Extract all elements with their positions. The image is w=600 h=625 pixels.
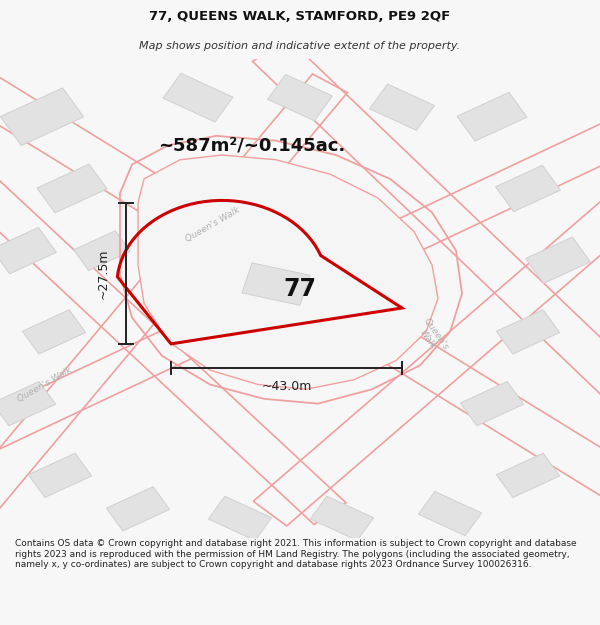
Polygon shape: [0, 381, 56, 426]
Polygon shape: [242, 263, 310, 305]
Text: 77, QUEENS WALK, STAMFORD, PE9 2QF: 77, QUEENS WALK, STAMFORD, PE9 2QF: [149, 10, 451, 23]
Text: Queen's Walk: Queen's Walk: [184, 205, 242, 244]
Polygon shape: [460, 381, 524, 426]
Polygon shape: [106, 487, 170, 531]
Polygon shape: [74, 231, 130, 271]
Polygon shape: [526, 237, 590, 283]
Polygon shape: [138, 155, 438, 389]
Polygon shape: [496, 165, 560, 212]
Polygon shape: [268, 74, 332, 121]
Text: ~27.5m: ~27.5m: [97, 248, 110, 299]
Polygon shape: [208, 496, 272, 541]
Text: Queen's Walk: Queen's Walk: [16, 365, 74, 404]
Text: ~587m²/~0.145ac.: ~587m²/~0.145ac.: [158, 136, 346, 154]
Polygon shape: [370, 84, 434, 131]
Polygon shape: [310, 496, 374, 541]
Polygon shape: [22, 310, 86, 354]
Text: ~43.0m: ~43.0m: [262, 381, 311, 393]
Polygon shape: [37, 164, 107, 213]
Polygon shape: [457, 92, 527, 141]
Polygon shape: [496, 310, 560, 354]
Polygon shape: [0, 228, 56, 274]
Text: 77: 77: [284, 277, 317, 301]
Polygon shape: [496, 453, 560, 498]
Text: Queen's
Walk: Queen's Walk: [413, 316, 451, 357]
Polygon shape: [1, 88, 83, 146]
Text: Contains OS data © Crown copyright and database right 2021. This information is : Contains OS data © Crown copyright and d…: [15, 539, 577, 569]
Text: Map shows position and indicative extent of the property.: Map shows position and indicative extent…: [139, 41, 461, 51]
Polygon shape: [418, 491, 482, 536]
Polygon shape: [163, 73, 233, 122]
Polygon shape: [28, 453, 92, 498]
